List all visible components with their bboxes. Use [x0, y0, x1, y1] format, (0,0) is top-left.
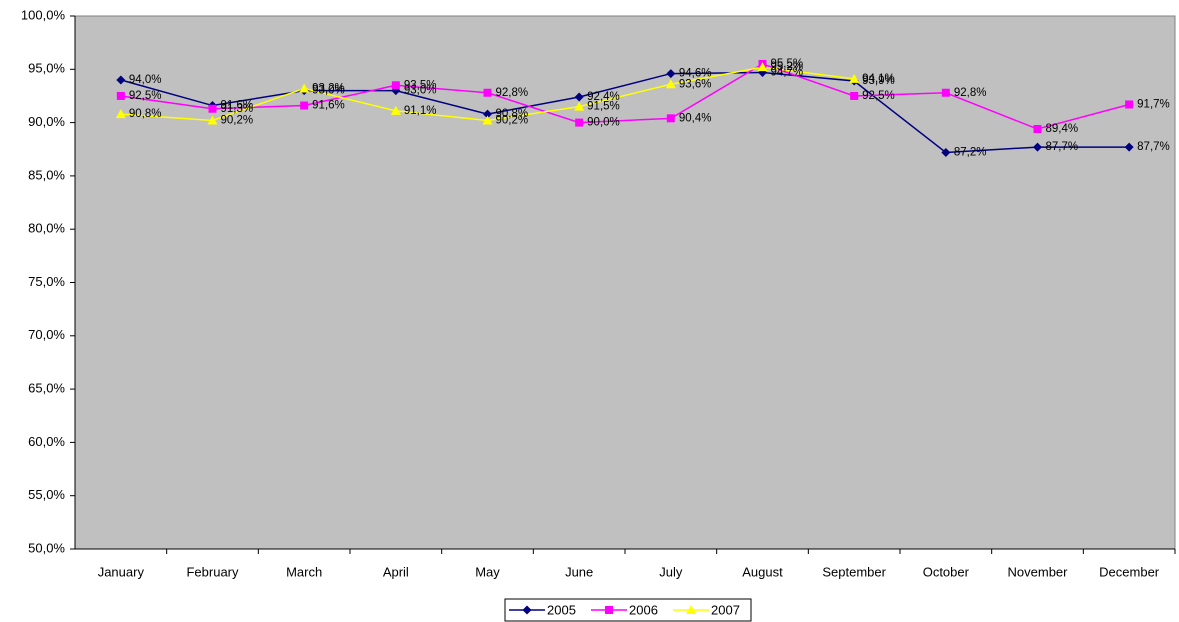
data-label: 91,6% — [312, 100, 345, 112]
y-tick-label: 65,0% — [28, 381, 65, 396]
x-tick-label: October — [923, 564, 970, 579]
data-label: 93,9% — [862, 75, 895, 87]
marker — [575, 118, 584, 127]
marker — [483, 109, 492, 119]
marker — [116, 75, 126, 85]
x-tick-label: April — [383, 564, 409, 579]
marker — [208, 104, 217, 113]
y-tick-label: 80,0% — [28, 221, 65, 236]
marker — [522, 605, 532, 615]
data-label: 92,8% — [496, 87, 529, 99]
marker — [574, 101, 585, 111]
x-tick-label: July — [659, 564, 683, 579]
marker — [1124, 142, 1134, 152]
x-tick-label: December — [1099, 564, 1160, 579]
marker — [605, 606, 613, 614]
marker — [757, 62, 768, 72]
data-label: 90,0% — [587, 117, 620, 129]
data-label: 90,2% — [496, 114, 529, 126]
y-tick-label: 55,0% — [28, 487, 65, 502]
marker — [115, 109, 126, 119]
data-label: 94,7% — [771, 67, 804, 79]
data-label: 93,0% — [312, 85, 345, 97]
data-label: 93,0% — [404, 85, 437, 97]
data-label: 87,7% — [1046, 141, 1079, 153]
y-tick-label: 50,0% — [28, 540, 65, 555]
marker — [1125, 100, 1134, 109]
x-tick-label: August — [742, 564, 783, 579]
marker — [390, 105, 401, 115]
legend-label: 2007 — [711, 602, 740, 617]
marker — [941, 147, 951, 157]
data-label: 92,5% — [862, 90, 895, 102]
legend-label: 2006 — [629, 602, 658, 617]
marker — [574, 92, 584, 102]
x-tick-label: November — [1008, 564, 1069, 579]
data-label: 87,2% — [954, 146, 987, 158]
data-label: 90,8% — [129, 108, 162, 120]
x-tick-label: March — [286, 564, 322, 579]
y-tick-label: 75,0% — [28, 274, 65, 289]
marker — [941, 88, 950, 97]
marker — [116, 91, 125, 100]
y-tick-label: 85,0% — [28, 167, 65, 182]
marker — [1033, 124, 1042, 133]
marker — [666, 114, 675, 123]
marker — [482, 115, 493, 125]
data-label: 90,8% — [496, 108, 529, 120]
legend-label: 2005 — [547, 602, 576, 617]
data-label: 94,6% — [679, 68, 712, 80]
data-label: 87,7% — [1137, 141, 1170, 153]
data-label: 95,2% — [771, 61, 804, 73]
y-tick-label: 90,0% — [28, 114, 65, 129]
marker — [666, 69, 676, 79]
marker — [849, 73, 860, 83]
y-tick-label: 70,0% — [28, 327, 65, 342]
data-label: 92,4% — [587, 91, 620, 103]
data-label: 92,5% — [129, 90, 162, 102]
x-tick-label: June — [565, 564, 593, 579]
data-label: 92,8% — [954, 87, 987, 99]
data-label: 91,5% — [587, 101, 620, 113]
marker — [299, 83, 310, 93]
marker — [483, 88, 492, 97]
data-label: 90,4% — [679, 112, 712, 124]
x-tick-label: January — [98, 564, 145, 579]
data-label: 94,0% — [129, 74, 162, 86]
x-tick-label: February — [186, 564, 239, 579]
data-label: 94,1% — [862, 73, 895, 85]
data-label: 93,6% — [679, 78, 712, 90]
data-label: 91,6% — [221, 100, 254, 112]
marker — [850, 91, 859, 100]
series-line — [120, 63, 1130, 130]
x-tick-label: May — [475, 564, 500, 579]
data-label: 89,4% — [1046, 123, 1079, 135]
marker — [665, 79, 676, 89]
marker — [207, 115, 218, 125]
y-tick-label: 95,0% — [28, 61, 65, 76]
data-label: 93,2% — [312, 83, 345, 95]
x-tick-label: September — [822, 564, 886, 579]
data-label: 91,7% — [1137, 99, 1170, 111]
legend: 2005 2006 2007 — [504, 598, 752, 622]
marker — [686, 605, 696, 614]
data-label: 90,2% — [221, 114, 254, 126]
legend-box — [504, 598, 752, 622]
y-tick-label: 60,0% — [28, 434, 65, 449]
marker — [1033, 142, 1042, 152]
data-label: 93,5% — [404, 79, 437, 91]
data-label: 91,3% — [221, 103, 254, 115]
marker — [391, 81, 400, 90]
data-label: 95,5% — [771, 58, 804, 70]
data-label: 91,1% — [404, 105, 437, 117]
y-tick-label: 100,0% — [21, 7, 66, 22]
marker — [300, 101, 309, 110]
